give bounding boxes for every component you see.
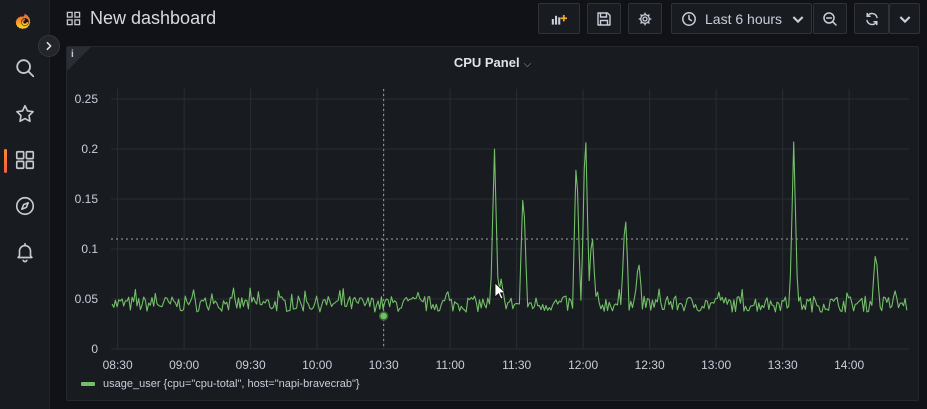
time-range-label: Last 6 hours <box>705 10 783 27</box>
legend-label: usage_user {cpu="cpu-total", host="napi-… <box>103 378 360 390</box>
dashboard-settings-button[interactable] <box>628 3 662 34</box>
chevron-down-icon <box>792 15 804 23</box>
panel-title: CPU Panel <box>453 55 520 70</box>
explore-compass-icon[interactable] <box>0 186 50 226</box>
x-tick-label: 14:00 <box>834 358 864 372</box>
chevron-right-icon <box>46 41 52 51</box>
y-tick-label: 0.15 <box>75 192 99 206</box>
y-tick-label: 0.1 <box>81 242 98 256</box>
add-panel-button[interactable] <box>538 3 580 34</box>
alerting-bell-icon[interactable] <box>0 232 50 272</box>
x-tick-label: 10:00 <box>302 358 332 372</box>
x-tick-label: 08:30 <box>103 358 133 372</box>
refresh-interval-dropdown[interactable] <box>889 3 920 34</box>
dashboards-icon[interactable] <box>0 140 50 180</box>
x-tick-label: 13:00 <box>701 358 731 372</box>
panel-info-corner[interactable]: i <box>67 47 91 71</box>
save-icon <box>597 11 611 26</box>
x-tick-label: 11:30 <box>502 358 531 372</box>
mouse-cursor-icon <box>494 282 507 300</box>
y-tick-label: 0.05 <box>75 292 99 306</box>
cpu-panel: i CPU Panel ⌵ 0 0.05 0.1 0.15 0.2 0.25 08:30 09… <box>66 46 919 401</box>
x-tick-label: 10:30 <box>369 358 399 372</box>
chevron-down-icon <box>899 15 910 23</box>
page-title[interactable]: New dashboard <box>90 8 217 28</box>
top-bar: New dashboard Last 6 hours <box>50 0 927 40</box>
panel-title-menu[interactable]: CPU Panel ⌵ <box>67 55 918 70</box>
series-line-usage-user <box>111 141 908 313</box>
active-indicator <box>4 149 7 173</box>
search-icon[interactable] <box>0 48 50 88</box>
legend-swatch <box>81 382 95 386</box>
info-icon: i <box>71 49 74 60</box>
refresh-button[interactable] <box>854 3 889 34</box>
save-dashboard-button[interactable] <box>587 3 621 34</box>
sidebar-expand-button[interactable] <box>38 35 60 57</box>
hover-point <box>378 311 389 321</box>
clock-icon <box>682 11 696 26</box>
time-series-graph[interactable]: 0 0.05 0.1 0.15 0.2 0.25 08:30 09:00 09:30 10:00… <box>67 47 920 377</box>
dashboard-grid-icon <box>66 11 81 26</box>
x-tick-label: 12:30 <box>635 358 665 372</box>
refresh-icon <box>865 12 878 25</box>
y-tick-label: 0 <box>91 342 98 356</box>
x-tick-label: 11:00 <box>436 358 465 372</box>
legend[interactable]: usage_user {cpu="cpu-total", host="napi-… <box>81 378 360 390</box>
dashboard-title-area[interactable]: New dashboard <box>66 8 216 29</box>
y-tick-label: 0.2 <box>81 142 98 156</box>
star-icon[interactable] <box>0 94 50 134</box>
y-tick-label: 0.25 <box>75 92 99 106</box>
zoom-out-icon <box>823 11 837 26</box>
zoom-out-button[interactable] <box>813 3 847 34</box>
sidebar <box>0 0 50 409</box>
x-tick-label: 09:00 <box>169 358 199 372</box>
time-range-picker[interactable]: Last 6 hours <box>671 3 812 34</box>
grafana-logo-icon[interactable] <box>0 2 50 42</box>
chevron-down-icon: ⌵ <box>523 59 532 70</box>
add-panel-icon <box>551 14 567 25</box>
gear-icon <box>638 12 652 25</box>
x-tick-label: 09:30 <box>236 358 266 372</box>
x-tick-label: 12:00 <box>568 358 598 372</box>
x-tick-label: 13:30 <box>768 358 798 372</box>
